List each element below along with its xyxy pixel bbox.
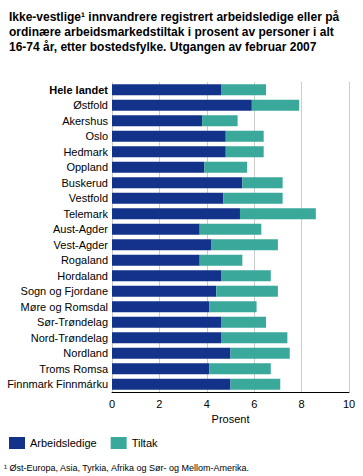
- svg-text:Oppland: Oppland: [66, 161, 108, 173]
- svg-text:ordinære arbeidsmarkedstiltak: ordinære arbeidsmarkedstiltak i prosent …: [9, 25, 337, 39]
- svg-text:Finnmark Finnmárku: Finnmark Finnmárku: [7, 378, 108, 390]
- svg-text:Prosent: Prosent: [212, 413, 250, 425]
- svg-text:Sogn og Fjordane: Sogn og Fjordane: [21, 285, 108, 297]
- svg-text:Akershus: Akershus: [62, 115, 108, 127]
- svg-text:Hordaland: Hordaland: [57, 270, 108, 282]
- svg-text:Buskerud: Buskerud: [62, 177, 108, 189]
- svg-text:Rogaland: Rogaland: [61, 254, 108, 266]
- svg-text:¹ Øst-Europa, Asia, Tyrkia, Af: ¹ Øst-Europa, Asia, Tyrkia, Afrika og Sø…: [4, 463, 249, 473]
- svg-text:16-74 år, etter bostedsfylke.: 16-74 år, etter bostedsfylke. Utgangen a…: [9, 40, 317, 54]
- svg-text:2: 2: [156, 398, 162, 410]
- svg-text:Nordland: Nordland: [63, 347, 108, 359]
- svg-text:10: 10: [343, 398, 355, 410]
- svg-text:Hedmark: Hedmark: [63, 146, 108, 158]
- svg-text:Vestfold: Vestfold: [69, 192, 108, 204]
- svg-text:Telemark: Telemark: [63, 208, 108, 220]
- svg-text:Troms Romsa: Troms Romsa: [39, 363, 109, 375]
- svg-text:Nord-Trøndelag: Nord-Trøndelag: [31, 332, 108, 344]
- svg-text:8: 8: [299, 398, 305, 410]
- svg-text:Hele landet: Hele landet: [49, 84, 108, 96]
- svg-text:Østfold: Østfold: [73, 99, 108, 111]
- svg-text:0: 0: [109, 398, 115, 410]
- svg-text:Møre og Romsdal: Møre og Romsdal: [21, 301, 108, 313]
- svg-text:Vest-Agder: Vest-Agder: [54, 239, 109, 251]
- svg-text:Aust-Agder: Aust-Agder: [53, 223, 108, 235]
- svg-text:Sør-Trøndelag: Sør-Trøndelag: [37, 316, 108, 328]
- svg-text:Tiltak: Tiltak: [132, 437, 158, 449]
- svg-text:Oslo: Oslo: [85, 130, 108, 142]
- svg-text:Arbeidsledige: Arbeidsledige: [30, 437, 97, 449]
- svg-text:6: 6: [251, 398, 257, 410]
- svg-text:Ikke-vestlige¹ innvandrere reg: Ikke-vestlige¹ innvandrere registrert ar…: [9, 10, 342, 24]
- svg-text:4: 4: [204, 398, 210, 410]
